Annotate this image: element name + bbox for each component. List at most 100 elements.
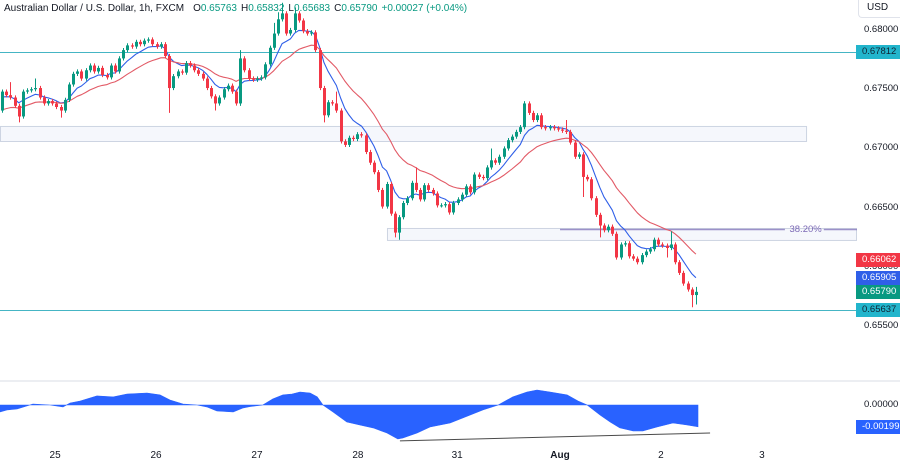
candle bbox=[670, 231, 673, 251]
candle bbox=[331, 100, 334, 106]
candle bbox=[9, 82, 12, 100]
candle bbox=[632, 254, 635, 261]
candle bbox=[373, 160, 376, 175]
close-value: 0.65790 bbox=[341, 3, 378, 14]
candle bbox=[264, 62, 267, 80]
oscillator-pane[interactable] bbox=[0, 389, 711, 442]
candle bbox=[314, 30, 317, 53]
candle bbox=[93, 63, 96, 74]
candle bbox=[85, 68, 88, 81]
open-label: O bbox=[193, 3, 201, 14]
candle bbox=[5, 89, 8, 98]
candle bbox=[569, 129, 572, 145]
ohlc-open: O0.65763 bbox=[193, 3, 237, 14]
candle bbox=[444, 202, 447, 208]
candle bbox=[156, 42, 159, 49]
candle bbox=[185, 61, 188, 75]
candle bbox=[595, 196, 598, 217]
main-pane[interactable] bbox=[0, 2, 857, 311]
candle bbox=[578, 152, 581, 159]
low-label: L bbox=[288, 3, 294, 14]
price-change: +0.00027 (+0.04%) bbox=[381, 3, 468, 14]
last-price-tag: 0.65790 bbox=[856, 284, 900, 299]
candle bbox=[549, 125, 552, 131]
price-zone-rectangle[interactable] bbox=[0, 125, 808, 143]
candle bbox=[427, 183, 430, 193]
candle bbox=[14, 95, 17, 108]
candle bbox=[227, 83, 230, 92]
candle bbox=[235, 89, 238, 106]
indicator-value-tag: -0.00199 bbox=[856, 419, 900, 434]
candle bbox=[340, 108, 343, 144]
candle bbox=[344, 139, 347, 148]
candle bbox=[611, 224, 614, 236]
candle bbox=[202, 71, 205, 81]
candle bbox=[390, 181, 393, 216]
slow-ma-line[interactable] bbox=[1, 44, 697, 255]
candle bbox=[34, 78, 37, 92]
candle bbox=[310, 30, 313, 36]
candlestick-series bbox=[1, 2, 698, 308]
pane-divider[interactable] bbox=[0, 380, 900, 382]
candle bbox=[43, 95, 46, 106]
candle bbox=[628, 241, 631, 259]
candle bbox=[22, 89, 25, 119]
oscillator-trendline[interactable] bbox=[399, 432, 711, 442]
candle bbox=[465, 184, 468, 197]
oscillator-area[interactable] bbox=[0, 389, 699, 440]
candle bbox=[302, 18, 305, 34]
currency-button[interactable]: USD bbox=[858, 0, 900, 18]
candle bbox=[80, 69, 83, 81]
open-value: 0.65763 bbox=[200, 3, 237, 14]
pane-separator[interactable] bbox=[0, 380, 900, 382]
candle bbox=[197, 68, 200, 76]
candle bbox=[131, 43, 134, 49]
candle bbox=[306, 29, 309, 36]
candle bbox=[645, 249, 648, 258]
candle bbox=[189, 61, 192, 68]
candle bbox=[661, 242, 664, 248]
candle bbox=[440, 203, 443, 208]
ohlc-close: C0.65790 bbox=[334, 3, 377, 14]
candle bbox=[507, 138, 510, 151]
high-value: 0.65832 bbox=[248, 3, 285, 14]
fast-ma-value-tag: 0.65905 bbox=[856, 271, 900, 286]
candle bbox=[490, 148, 493, 170]
candle bbox=[386, 181, 389, 209]
candle bbox=[55, 101, 58, 110]
candle bbox=[239, 50, 242, 106]
time-label: 3 bbox=[759, 450, 765, 461]
candle bbox=[285, 11, 288, 36]
candle bbox=[503, 146, 506, 159]
candle bbox=[653, 237, 656, 252]
price-zone-rectangle[interactable] bbox=[386, 227, 857, 241]
candle bbox=[319, 47, 322, 91]
candle bbox=[177, 69, 180, 79]
candle bbox=[160, 42, 163, 49]
symbol-title[interactable]: Australian Dollar / U.S. Dollar, 1h, FXC… bbox=[4, 3, 185, 14]
candle bbox=[218, 95, 221, 106]
ohlc-high: H0.65832 bbox=[241, 3, 284, 14]
oscillator-area-layer bbox=[0, 389, 699, 440]
candle bbox=[482, 174, 485, 181]
candle bbox=[674, 242, 677, 265]
candle bbox=[544, 125, 547, 131]
candle bbox=[210, 85, 213, 99]
candle bbox=[432, 187, 435, 196]
fib-level-label[interactable]: 38.20% bbox=[789, 223, 822, 235]
candle bbox=[532, 110, 535, 123]
candle bbox=[327, 100, 330, 118]
candle bbox=[72, 71, 75, 87]
candle bbox=[452, 200, 455, 215]
candle bbox=[540, 113, 543, 130]
candle bbox=[143, 38, 146, 47]
candle bbox=[39, 85, 42, 100]
candle bbox=[511, 134, 514, 143]
candle bbox=[523, 101, 526, 130]
fast-ma-line[interactable] bbox=[1, 29, 697, 279]
price-tick: 0.67000 bbox=[864, 142, 899, 154]
candle bbox=[352, 135, 355, 142]
candle bbox=[519, 125, 522, 135]
candle bbox=[599, 212, 602, 238]
